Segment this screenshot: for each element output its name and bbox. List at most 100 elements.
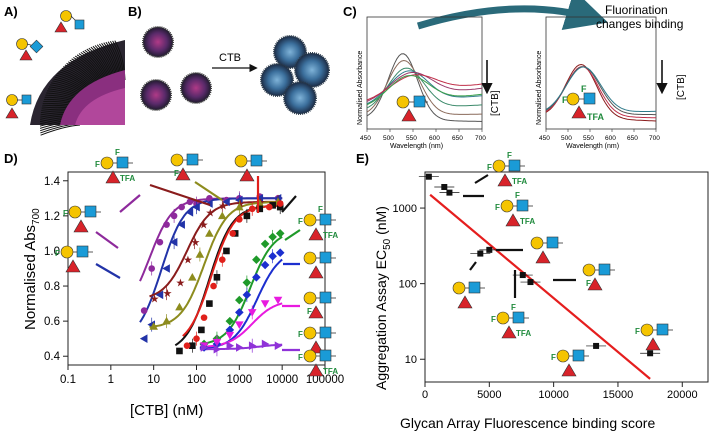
spectrum-curve — [545, 66, 657, 112]
data-point — [268, 232, 277, 242]
galactose-icon — [303, 291, 317, 305]
data-point — [210, 282, 217, 290]
galactose-icon — [303, 251, 317, 265]
data-point — [261, 339, 270, 349]
data-point — [186, 198, 194, 206]
galactose-icon — [492, 159, 506, 173]
data-point — [205, 229, 214, 237]
x-tick-label: 1000 — [227, 374, 253, 386]
data-point — [276, 203, 284, 211]
fucose-icon — [497, 173, 513, 187]
data-point — [222, 197, 230, 207]
panel-d-ylabel: Normalised Abs700 — [22, 208, 42, 330]
fucose-icon — [561, 363, 577, 377]
data-point — [162, 316, 171, 325]
data-point — [273, 296, 283, 305]
spectrum-left-ylabel: Normalised Absorbance — [357, 51, 364, 125]
spectrum-tick-label: 500 — [383, 135, 394, 142]
spectrum-right: Normalised Absorbance Wavelength (nm) 45… — [536, 16, 687, 150]
glycan-icon: F TFA — [298, 349, 338, 377]
data-point — [275, 229, 285, 238]
fucose-icon — [457, 295, 473, 309]
panel-e: E) 0 5000 10000 15000 20000 10 100 1000 Glycan … — [356, 151, 709, 431]
panel-d-ticks: 0.1 1 10 100 1000 10000 100000 0.4 0.6 0.8 1.0 1.2 1… — [44, 176, 344, 386]
panel-d: D) 0.1 1 10 100 1000 10000 100000 0.4 0.6 0.8 1.0 1… — [4, 148, 344, 419]
glycan-icon: F — [551, 349, 589, 377]
data-point — [188, 272, 197, 281]
data-point — [193, 335, 200, 342]
data-point — [139, 334, 148, 343]
glcnac-icon — [656, 323, 669, 336]
panel-c: C) Fluorination changes binding Normalis… — [343, 0, 687, 150]
tfa-label: TFA — [120, 174, 135, 183]
fucose-icon — [505, 213, 521, 227]
panel-c-label: C) — [343, 4, 357, 19]
fucose-icon — [73, 219, 89, 233]
glycan-link-line — [474, 174, 489, 184]
data-point — [178, 203, 185, 211]
data-point — [255, 194, 264, 203]
x-tick-label: 100000 — [306, 374, 344, 386]
x-tick-label: 1 — [108, 374, 114, 386]
data-point — [140, 307, 148, 314]
fluoro-label: F — [487, 163, 492, 172]
galactose-icon — [452, 281, 466, 295]
data-point — [235, 295, 244, 305]
spectrum-curve — [366, 53, 483, 122]
x-tick-label: 100 — [187, 374, 206, 386]
x-tick-label: 10000 — [266, 374, 298, 386]
fluoro-label: F — [635, 327, 640, 336]
data-point — [235, 202, 244, 211]
fucose-icon — [308, 363, 324, 377]
glycan-pointer-arrow — [95, 231, 119, 249]
spectrum-tick-label: 500 — [561, 135, 572, 142]
fucose-icon — [105, 170, 121, 184]
panel-d-curves — [139, 197, 283, 351]
glycan-pointer-arrow — [119, 194, 141, 213]
fit-curve-magenta — [199, 302, 283, 348]
fluoro-label: F — [511, 303, 516, 312]
polymer-strand — [40, 124, 81, 136]
spectrum-tick-label: 450 — [539, 135, 550, 142]
data-point — [185, 208, 194, 217]
fluoro-label: F — [307, 307, 312, 316]
spectrum-tick-label: 450 — [360, 135, 371, 142]
tfa-label: TFA — [587, 112, 604, 122]
data-point: ★ — [205, 207, 215, 219]
data-point — [519, 272, 526, 279]
nanoparticle-1 — [142, 26, 174, 58]
data-point — [256, 205, 264, 213]
data-point — [235, 321, 244, 329]
glycan-link-line — [469, 261, 477, 271]
fucose-icon — [645, 337, 661, 351]
data-point — [242, 278, 252, 287]
panel-e-xlabel: Glycan Array Fluorescence binding score — [400, 415, 655, 431]
data-point — [236, 343, 244, 352]
spectrum-tick-label: 650 — [452, 135, 463, 142]
data-point: ★ — [218, 200, 228, 212]
spectrum-tick-label: 700 — [475, 135, 486, 142]
spectrum-left-xlabel: Wavelength (nm) — [390, 143, 443, 150]
fucose-icon — [239, 168, 255, 182]
glycan-icon: F F TFA — [95, 148, 135, 184]
fucose-icon — [308, 305, 324, 319]
glcnac-icon — [250, 154, 263, 167]
y-tick-label: 1.4 — [44, 176, 61, 188]
glcnac-icon — [598, 263, 611, 276]
x-tick-label: 20000 — [667, 389, 698, 401]
data-point — [477, 250, 484, 257]
data-point: ★ — [183, 255, 193, 267]
data-point — [200, 343, 209, 352]
glycan-icon: F — [303, 291, 336, 319]
x-tick-label: 5000 — [477, 389, 501, 401]
fluoro-label: F — [507, 151, 512, 160]
data-point — [486, 246, 493, 253]
data-point — [260, 300, 270, 308]
fit-curve-red — [182, 204, 283, 337]
glycan-icon: F — [63, 205, 101, 233]
glycan-icon — [452, 281, 485, 309]
glycan-icon-a-top — [54, 10, 85, 33]
fluoro-label: F — [586, 279, 591, 288]
fluoro-label: F — [495, 203, 500, 212]
data-point — [248, 205, 256, 213]
